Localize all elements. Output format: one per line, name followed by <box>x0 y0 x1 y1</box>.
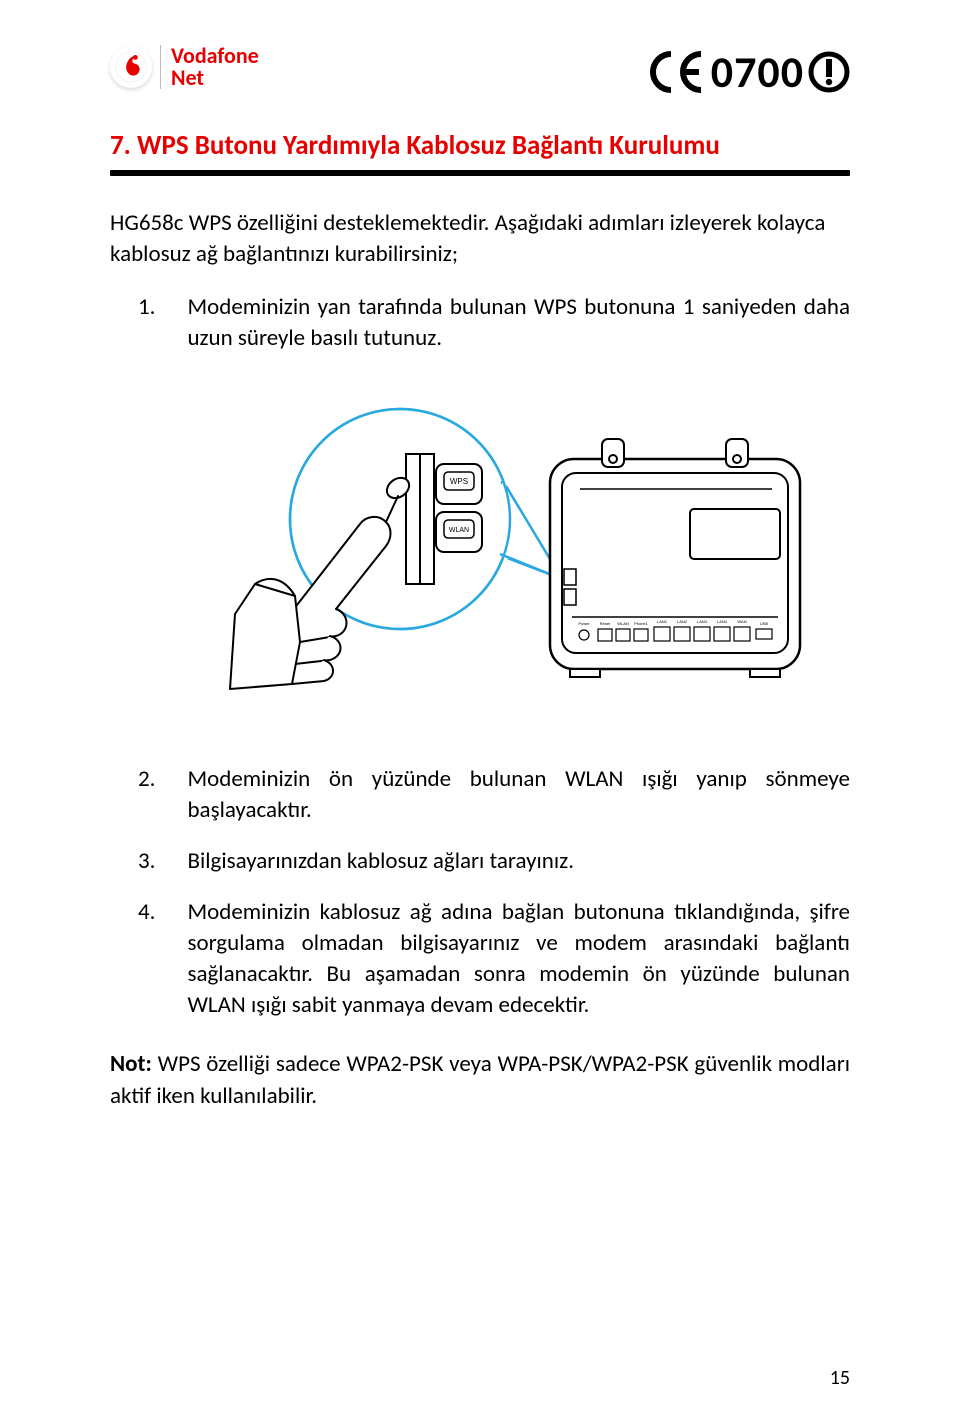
brand-logo: Vodafone Net <box>110 45 259 89</box>
step-4: 4. Modeminizin kablosuz ağ adına bağlan … <box>110 897 850 1021</box>
wlan-label: WLAN <box>449 527 469 534</box>
wps-diagram: WPS WLAN <box>110 384 850 704</box>
ce-code: 0700 <box>711 45 804 99</box>
step-text: Modeminizin yan tarafında bulunan WPS bu… <box>187 292 850 354</box>
svg-text:USB: USB <box>760 621 769 626</box>
section-number: 7. <box>110 129 131 162</box>
svg-text:Power: Power <box>578 621 590 626</box>
note-text: WPS özelliği sadece WPA2-PSK veya WPA-PS… <box>110 1050 850 1110</box>
step-number: 3. <box>110 846 155 877</box>
brand-text: Vodafone Net <box>160 45 259 89</box>
section-title: 7. WPS Butonu Yardımıyla Kablosuz Bağlan… <box>110 129 850 162</box>
svg-text:Reset: Reset <box>600 621 611 626</box>
brand-line2: Net <box>171 67 259 89</box>
title-underline <box>110 170 850 176</box>
svg-text:WAN: WAN <box>737 619 746 624</box>
intro-text: HG658c WPS özelliğini desteklemektedir. … <box>110 208 850 270</box>
svg-text:LAN4: LAN4 <box>717 619 728 624</box>
svg-text:Phone1: Phone1 <box>634 621 649 626</box>
page-number: 15 <box>830 1366 850 1390</box>
step-text: Modeminizin ön yüzünde bulunan WLAN ışığ… <box>187 764 850 826</box>
svg-text:WLAN: WLAN <box>617 621 629 626</box>
step-number: 4. <box>110 897 155 1021</box>
section-title-text: WPS Butonu Yardımıyla Kablosuz Bağlantı … <box>137 129 720 162</box>
step-number: 2. <box>110 764 155 826</box>
svg-text:LAN1: LAN1 <box>657 619 668 624</box>
wps-label: WPS <box>450 477 468 486</box>
step-1: 1. Modeminizin yan tarafında bulunan WPS… <box>110 292 850 354</box>
note: Not: WPS özelliği sadece WPA2-PSK veya W… <box>110 1048 850 1112</box>
svg-text:LAN2: LAN2 <box>677 619 688 624</box>
step-text: Bilgisayarınızdan kablosuz ağları tarayı… <box>187 846 850 877</box>
page-header: Vodafone Net 0700 <box>110 45 850 99</box>
step-text: Modeminizin kablosuz ağ adına bağlan but… <box>187 897 850 1021</box>
step-number: 1. <box>110 292 155 354</box>
ce-mark: 0700 <box>649 45 850 99</box>
step-2: 2. Modeminizin ön yüzünde bulunan WLAN ı… <box>110 764 850 826</box>
step-3: 3. Bilgisayarınızdan kablosuz ağları tar… <box>110 846 850 877</box>
svg-text:LAN3: LAN3 <box>697 619 708 624</box>
vodafone-icon <box>110 46 152 88</box>
note-label: Not: <box>110 1050 152 1078</box>
